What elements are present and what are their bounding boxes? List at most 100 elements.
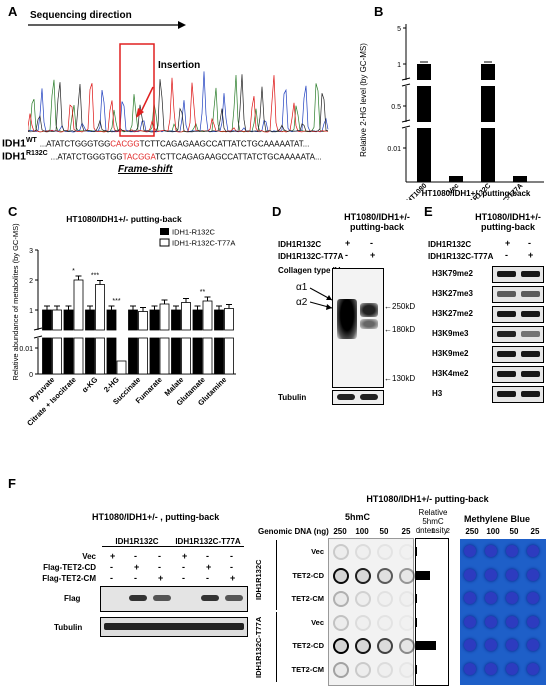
hmc-dot bbox=[377, 591, 393, 607]
panel-f-mark: + bbox=[182, 551, 187, 561]
panel-b-bar bbox=[417, 128, 431, 182]
rel-bar bbox=[416, 665, 417, 674]
blot-band bbox=[521, 371, 540, 377]
panel-e-blot-label: H3K79me2 bbox=[432, 269, 473, 278]
mb-dot bbox=[485, 616, 497, 628]
panel-c-bar bbox=[74, 280, 83, 330]
panel-b-tick: 0.5 bbox=[391, 104, 401, 111]
panel-f-dot-title: HT1080/IDH1+/- putting-back bbox=[305, 494, 550, 504]
hmc-dot bbox=[355, 615, 371, 631]
hmc-dot bbox=[377, 662, 393, 678]
legend-r132c-swatch bbox=[160, 228, 169, 235]
panel-c-bar bbox=[172, 310, 181, 330]
panel-c-bar bbox=[139, 312, 148, 331]
panel-c-ylabel: Relative abundance of metabolites (by GC… bbox=[11, 223, 20, 381]
rel-bar bbox=[416, 547, 417, 556]
mb-dot bbox=[464, 616, 476, 628]
mut-gene-label: IDH1 bbox=[2, 151, 26, 163]
rel-tick: 1 bbox=[431, 528, 435, 535]
hmc-dot bbox=[333, 662, 349, 678]
sequencing-arrow bbox=[28, 20, 188, 30]
hmc-dot bbox=[355, 568, 371, 584]
mb-dot bbox=[485, 545, 497, 557]
blot-band bbox=[497, 291, 516, 297]
panel-c-bar bbox=[225, 309, 234, 331]
panel-c-bar bbox=[215, 338, 224, 374]
panel-c-bar bbox=[129, 338, 138, 374]
hmc-dot bbox=[399, 591, 415, 607]
dot-row-label: TET2-CM bbox=[280, 665, 324, 674]
panel-f-mark: - bbox=[206, 551, 209, 561]
rel-tick: 2 bbox=[446, 528, 450, 535]
collagen-blot bbox=[332, 268, 384, 388]
blot-band bbox=[497, 351, 516, 357]
panel-d-protein-label: Collagen type IV bbox=[278, 266, 340, 275]
panel-b-bar bbox=[417, 86, 431, 122]
panel-c-bar bbox=[86, 310, 95, 330]
legend-r132c-label: IDH1-R132C bbox=[172, 228, 216, 237]
legend-t77a-label: IDH1-R132C-T77A bbox=[172, 239, 235, 248]
hmc-dot bbox=[377, 615, 393, 631]
dot-row-label: Vec bbox=[280, 547, 324, 556]
panel-f-mark: - bbox=[134, 551, 137, 561]
rel-tick: 0 bbox=[416, 528, 420, 535]
panel-f-mark: - bbox=[158, 551, 161, 561]
mw-130-label: ←130kD bbox=[384, 374, 415, 383]
chromatogram bbox=[28, 32, 333, 137]
dot-group1-bracket bbox=[262, 540, 277, 610]
panel-f-wb-title: HT1080/IDH1+/- , putting-back bbox=[92, 512, 219, 522]
panel-c-bar bbox=[203, 338, 212, 374]
panel-e-blot bbox=[492, 366, 544, 383]
panel-c-bar bbox=[86, 338, 95, 374]
panel-f-row-label: Flag-TET2-CM bbox=[36, 574, 96, 583]
dot-group2-bracket bbox=[262, 612, 277, 682]
hmc-dot bbox=[355, 591, 371, 607]
dot-group2-label: IDH1R132C-T77A bbox=[254, 617, 263, 678]
panel-e-title: HT1080/IDH1+/- putting-back bbox=[466, 212, 550, 232]
panel-f-row-label: Vec bbox=[36, 552, 96, 561]
rel-box bbox=[415, 538, 449, 686]
panel-f-mark: - bbox=[206, 573, 209, 583]
panel-c-bar bbox=[64, 338, 73, 374]
rel-bar bbox=[416, 618, 417, 627]
mb-dot bbox=[464, 545, 476, 557]
panel-d-title: HT1080/IDH1+/- putting-back bbox=[332, 212, 422, 232]
panel-b-bar bbox=[481, 86, 495, 122]
panel-b-bar bbox=[449, 176, 463, 182]
dot-row-label: TET2-CM bbox=[280, 594, 324, 603]
panel-b-bar bbox=[417, 64, 431, 80]
mb-dot bbox=[527, 569, 539, 581]
panel-e-mark: + bbox=[505, 238, 510, 248]
mb-dot bbox=[464, 639, 476, 651]
panel-f-row-label: Flag-TET2-CD bbox=[36, 563, 96, 572]
panel-c-bar bbox=[107, 338, 116, 374]
panel-c-bar bbox=[53, 338, 62, 374]
panel-e-blot-label: H3K9me3 bbox=[432, 329, 468, 338]
panel-d-row1-label: IDH1R132C bbox=[278, 240, 321, 249]
alpha-arrows bbox=[306, 286, 336, 316]
panel-c-tick: 0 bbox=[29, 372, 33, 379]
mb-amount: 250 bbox=[462, 527, 482, 536]
blot-band bbox=[497, 271, 516, 277]
panel-e-label: E bbox=[424, 204, 433, 219]
panel-c-significance: *** bbox=[91, 273, 99, 280]
panel-d-mark: + bbox=[370, 250, 375, 260]
mb-dot bbox=[506, 616, 518, 628]
flag-blot bbox=[100, 586, 248, 612]
mb-amount: 25 bbox=[525, 527, 545, 536]
panel-b-chart: Relative 2-HG level (by GC-MS) 510.50.01… bbox=[356, 10, 550, 200]
panel-c-bar bbox=[150, 338, 159, 374]
genomic-amount: 250 bbox=[330, 527, 350, 536]
panel-c-bar bbox=[193, 338, 202, 374]
hmc-dot bbox=[377, 638, 393, 654]
hmc-dot bbox=[377, 568, 393, 584]
mb-dot bbox=[506, 545, 518, 557]
panel-e-blot-label: H3 bbox=[432, 389, 442, 398]
blot-band bbox=[521, 291, 540, 297]
mb-amount: 50 bbox=[504, 527, 524, 536]
panel-e-blot-label: H3K27me3 bbox=[432, 289, 473, 298]
hmc-label: 5hmC bbox=[345, 512, 370, 522]
mw-250-label: ←250kD bbox=[384, 302, 415, 311]
flag-blot-label: Flag bbox=[64, 594, 80, 603]
blot-band bbox=[497, 311, 516, 317]
